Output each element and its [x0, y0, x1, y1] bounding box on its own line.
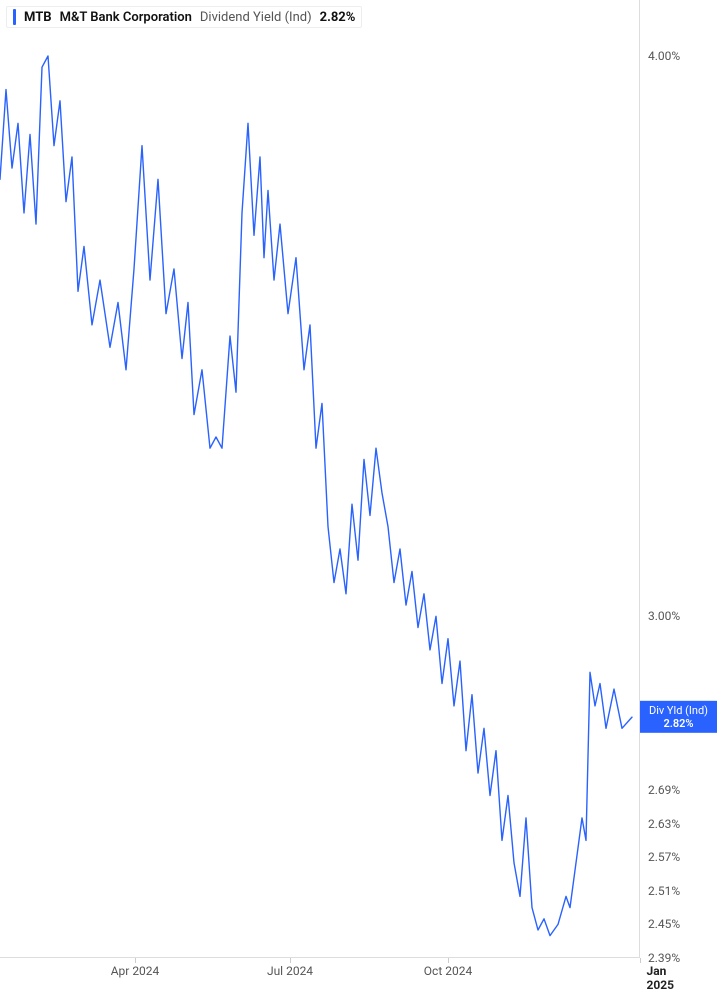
- price-line: [0, 0, 640, 958]
- ticker-accent-bar: [13, 9, 16, 25]
- company-name: M&T Bank Corporation: [60, 10, 192, 25]
- x-tick-mark: [290, 958, 291, 963]
- x-tick-label: Jan 2025: [647, 964, 694, 992]
- current-tag-value: 2.82%: [646, 717, 711, 730]
- x-tick-label: Apr 2024: [111, 964, 160, 978]
- y-axis: 4.00%3.00%2.69%2.63%2.57%2.51%2.45%2.39%: [640, 0, 717, 958]
- y-tick-label: 2.45%: [648, 917, 680, 931]
- chart-header: MTB M&T Bank Corporation Dividend Yield …: [6, 6, 362, 28]
- y-tick-label: 2.69%: [648, 783, 680, 797]
- x-axis: Apr 2024 Jul 2024 Oct 2024 Jan 2025: [0, 958, 717, 1005]
- x-tick-label: Oct 2024: [424, 964, 472, 978]
- y-tick-label: 2.51%: [648, 884, 680, 898]
- chart-plot-area[interactable]: [0, 0, 640, 958]
- x-tick-label: Jul 2024: [267, 964, 313, 978]
- y-tick-label: 4.00%: [648, 49, 680, 63]
- current-value-tag: Div Yld (Ind) 2.82%: [640, 701, 717, 733]
- y-tick-label: 3.00%: [648, 609, 680, 623]
- y-tick-label: 2.63%: [648, 817, 680, 831]
- x-tick-mark: [448, 958, 449, 963]
- current-tag-label: Div Yld (Ind): [646, 704, 711, 717]
- x-tick-mark: [640, 958, 641, 963]
- x-tick-mark: [135, 958, 136, 963]
- metric-value: 2.82%: [320, 10, 356, 25]
- y-tick-label: 2.57%: [648, 850, 680, 864]
- metric-label: Dividend Yield (Ind): [200, 10, 312, 25]
- ticker-symbol: MTB: [24, 10, 52, 25]
